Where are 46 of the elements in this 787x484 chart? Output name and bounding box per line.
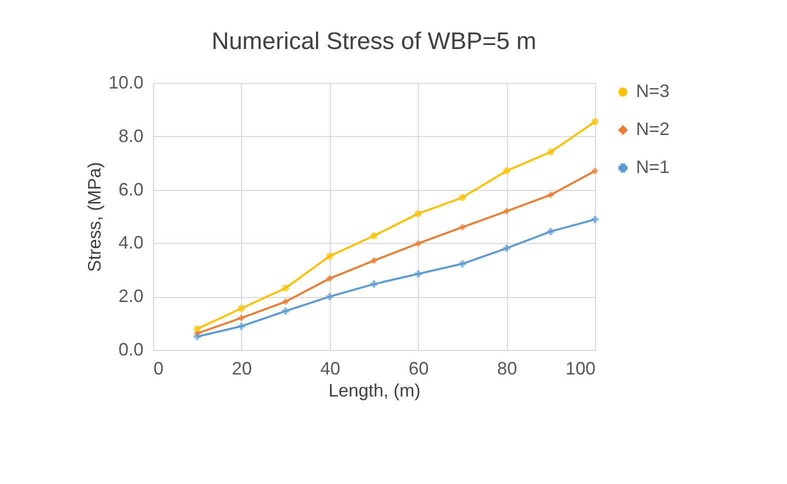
point	[238, 314, 245, 322]
y-tick-label: 2.0	[118, 286, 144, 306]
point	[547, 228, 554, 235]
point	[282, 307, 290, 315]
point	[547, 191, 554, 198]
y-axis-title: Stress, (MPa)	[84, 162, 104, 272]
y-tick-label: 4.0	[118, 232, 144, 253]
point	[458, 260, 466, 268]
legend-label: N=2	[636, 119, 670, 139]
point	[370, 280, 378, 288]
point	[282, 298, 290, 306]
x-tick-label: 40	[320, 358, 340, 378]
point	[503, 167, 510, 174]
point	[370, 257, 378, 264]
point	[326, 252, 334, 260]
point	[414, 210, 422, 218]
legend-label: N=1	[636, 157, 670, 177]
chart-title: Numerical Stress of WBP=5 m	[212, 28, 536, 55]
point	[238, 304, 245, 312]
y-tick-label: 0.0	[118, 340, 144, 360]
point	[282, 284, 290, 292]
point	[503, 244, 510, 252]
point	[591, 118, 599, 126]
point	[414, 270, 422, 278]
x-tick-label: 80	[497, 358, 518, 378]
point	[547, 148, 554, 156]
point	[458, 224, 466, 231]
y-tick-label: 8.0	[118, 126, 144, 146]
x-tick-label: 0	[154, 358, 164, 378]
point	[326, 293, 334, 300]
point	[414, 240, 422, 248]
legend-label: N=3	[636, 81, 670, 101]
x-tick-label: 100	[565, 358, 596, 378]
point	[370, 232, 378, 240]
point	[326, 274, 334, 282]
x-tick-label: 20	[232, 358, 252, 378]
point	[591, 167, 599, 174]
point	[238, 322, 245, 330]
point	[194, 333, 201, 340]
point	[591, 216, 599, 223]
point	[503, 208, 510, 215]
y-tick-label: 6.0	[118, 179, 144, 200]
x-tick-label: 60	[408, 358, 429, 378]
point	[458, 194, 466, 202]
y-tick-label: 10.0	[108, 72, 144, 92]
x-axis-title: Length, (m)	[328, 380, 421, 400]
